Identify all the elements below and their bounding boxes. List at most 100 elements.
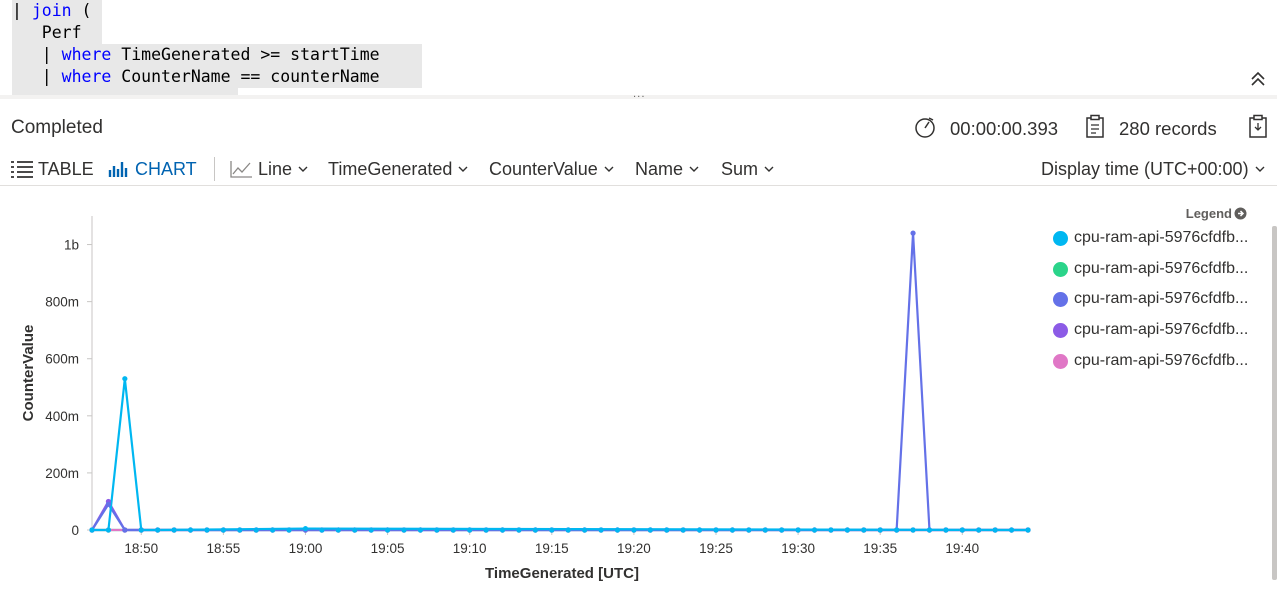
chart-type-dropdown[interactable]: Line [229,157,308,181]
data-point [795,527,801,533]
code-text: ( [71,1,92,20]
data-point [582,527,588,533]
split-by-dropdown[interactable]: Name [635,157,699,181]
legend-item[interactable]: cpu-ram-api-5976cfdfb... [1053,288,1248,310]
legend-toggle[interactable]: Legend [1186,206,1247,221]
data-point [1008,527,1015,533]
x-tick-label: 18:50 [124,541,158,556]
legend-label: cpu-ram-api-5976cfdfb... [1074,352,1249,369]
line-chart[interactable]: 0 200m 400m 600m 800m 1b 18:50 18:55 19:00 19:05 1… [0,186,1040,590]
elapsed-time: 00:00:00.393 [950,118,1059,139]
x-axis-dropdown[interactable]: TimeGenerated [328,157,468,181]
code-line[interactable]: | join ( [12,0,102,22]
data-point [270,527,276,533]
legend-item[interactable]: cpu-ram-api-5976cfdfb... [1053,258,1248,280]
data-point [910,527,916,533]
query-editor[interactable]: | join ( Perf | where TimeGenerated >= s… [0,0,1277,97]
legend-label: cpu-ram-api-5976cfdfb... [1074,321,1249,338]
code-line-partial [12,88,238,97]
legend-title: Legend [1185,206,1232,221]
y-tick-label: 0 [71,523,79,538]
splitter-grip[interactable]: ... [633,89,646,100]
x-tick-label: 19:40 [945,541,979,556]
chart-area: 0 200m 400m 600m 800m 1b 18:50 18:55 19:00 19:05 1… [0,186,1277,590]
editor-results-splitter[interactable]: ... [0,89,1277,100]
code-text: | [12,45,62,64]
data-point [368,527,374,533]
data-point [598,527,604,533]
chevron-down-icon [458,166,468,172]
toolbar-divider [214,157,215,181]
tab-chart-label: CHART [135,159,197,179]
legend-item[interactable]: cpu-ram-api-5976cfdfb... [1053,227,1248,249]
bar-chart-icon [108,162,128,177]
code-line[interactable]: | where TimeGenerated >= startTime [12,44,422,66]
data-point [401,527,407,533]
data-point [861,527,867,533]
legend-label: cpu-ram-api-5976cfdfb... [1074,290,1249,307]
results-status-bar: Completed 00:00:00.393 280 records [0,112,1277,146]
data-point [155,527,161,533]
arrow-circle-right-icon [1234,207,1247,220]
x-tick-label: 19:35 [863,541,897,556]
legend-item[interactable]: cpu-ram-api-5976cfdfb... [1053,350,1248,372]
chart-type-label: Line [258,159,293,179]
data-point [992,527,998,533]
code-line[interactable]: Perf [12,22,102,44]
data-point [384,527,391,533]
clipboard-copy-icon[interactable] [1248,114,1268,138]
aggregation-dropdown[interactable]: Sum [721,157,774,181]
data-point [434,527,440,533]
display-time-dropdown[interactable]: Display time (UTC+00:00) [1041,157,1265,181]
y-tick-label: 200m [45,466,79,481]
chevron-double-up-icon[interactable] [1249,70,1267,88]
legend-dot [1053,322,1068,338]
tab-chart[interactable]: CHART [108,157,197,181]
data-point [89,527,95,533]
data-point [417,527,424,533]
data-point [828,527,834,533]
x-tick-label: 19:20 [617,541,651,556]
data-point [319,527,325,533]
x-axis-title: TimeGenerated [UTC] [485,565,639,582]
y-tick-label: 400m [45,409,79,424]
data-point [122,376,128,382]
code-text: CounterName == counterName [111,67,380,86]
code-keyword: where [61,45,112,64]
x-tick-label: 19:00 [289,541,323,556]
data-point [204,527,210,533]
data-point [894,527,900,533]
data-point [696,527,703,533]
data-point [105,501,112,507]
x-tick-label: 18:55 [206,541,240,556]
code-pipe: | [12,1,32,20]
data-point [746,527,752,533]
chevron-down-icon [764,166,774,172]
x-tick-label: 19:30 [781,541,815,556]
data-point [811,527,818,533]
data-point [680,527,686,533]
tab-table[interactable]: TABLE [10,157,94,181]
data-point [926,527,933,533]
x-tick-label: 19:25 [699,541,733,556]
results-scrollbar[interactable] [1272,226,1277,580]
data-point [713,527,719,533]
data-point [959,527,965,533]
code-line[interactable]: | where CounterName == counterName [12,66,422,88]
aggregation-label: Sum [721,159,759,179]
query-status: Completed [11,117,103,138]
data-point [631,527,637,533]
code-text: Perf [12,23,82,42]
data-point [910,230,916,236]
data-point [943,527,949,533]
series-line [91,232,1028,532]
code-text: TimeGenerated >= startTime [111,45,380,64]
data-point [1025,527,1031,533]
legend-item[interactable]: cpu-ram-api-5976cfdfb... [1053,319,1248,341]
data-point [483,527,489,533]
data-point [352,527,358,533]
y-axis-dropdown[interactable]: CounterValue [489,157,614,181]
list-icon [11,161,33,178]
split-by-label: Name [635,159,684,179]
legend-label: cpu-ram-api-5976cfdfb... [1074,229,1249,246]
